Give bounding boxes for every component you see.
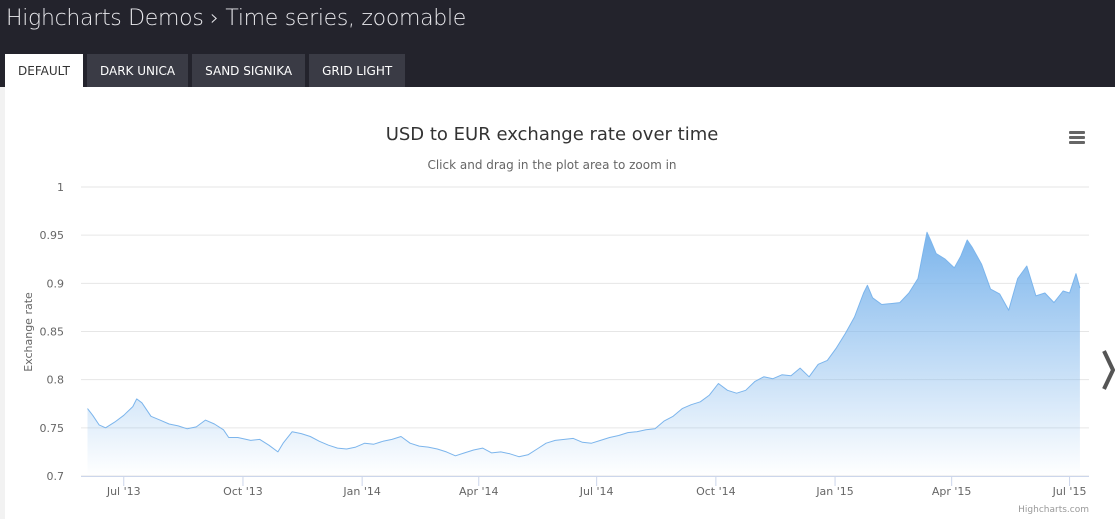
tab-dark-unica[interactable]: DARK UNICA [86, 54, 189, 87]
y-tick-label: 0.75 [40, 422, 65, 435]
x-tick-label: Apr '14 [459, 485, 499, 498]
y-tick-label: 1 [57, 181, 64, 194]
y-tick-label: 0.7 [47, 470, 65, 483]
tab-default[interactable]: DEFAULT [5, 54, 83, 87]
x-tick-label: Oct '14 [696, 485, 736, 498]
chart-container: USD to EUR exchange rate over time Click… [5, 87, 1115, 519]
x-tick-label: Oct '13 [223, 485, 263, 498]
x-tick-label: Jul '13 [106, 485, 141, 498]
header-bar: Highcharts Demos › Time series, zoomable… [0, 0, 1115, 87]
x-tick-label: Apr '15 [932, 485, 972, 498]
series-line [87, 231, 1081, 458]
x-tick-label: Jul '14 [579, 485, 614, 498]
hamburger-menu-icon[interactable] [1069, 131, 1085, 144]
tab-grid-light[interactable]: GRID LIGHT [309, 54, 406, 87]
time-series-chart[interactable]: USD to EUR exchange rate over time Click… [5, 87, 1115, 519]
series-area-fill [87, 232, 1080, 476]
y-tick-label: 0.95 [40, 229, 65, 242]
x-tick-label: Jan '14 [342, 485, 380, 498]
y-axis-title: Exchange rate [22, 292, 35, 372]
y-tick-label: 0.9 [47, 277, 65, 290]
chevron-right-icon[interactable] [1100, 345, 1115, 395]
credits-link[interactable]: Highcharts.com [1018, 505, 1089, 515]
axes: 0.7 0.75 0.8 0.85 0.9 0.95 1 Jul '13 Oct '13 Jan … [40, 181, 1089, 498]
page-title: Highcharts Demos › Time series, zoomable [6, 6, 467, 31]
y-tick-label: 0.85 [40, 326, 65, 339]
chart-title: USD to EUR exchange rate over time [386, 124, 719, 145]
tab-sand-signika[interactable]: SAND SIGNIKA [192, 54, 306, 87]
chart-subtitle: Click and drag in the plot area to zoom … [427, 158, 676, 172]
x-tick-label: Jul '15 [1052, 485, 1087, 498]
y-tick-label: 0.8 [47, 374, 65, 387]
x-tick-label: Jan '15 [815, 485, 853, 498]
series-layer [87, 231, 1081, 476]
theme-tabs: DEFAULT DARK UNICA SAND SIGNIKA GRID LIG… [5, 54, 409, 87]
